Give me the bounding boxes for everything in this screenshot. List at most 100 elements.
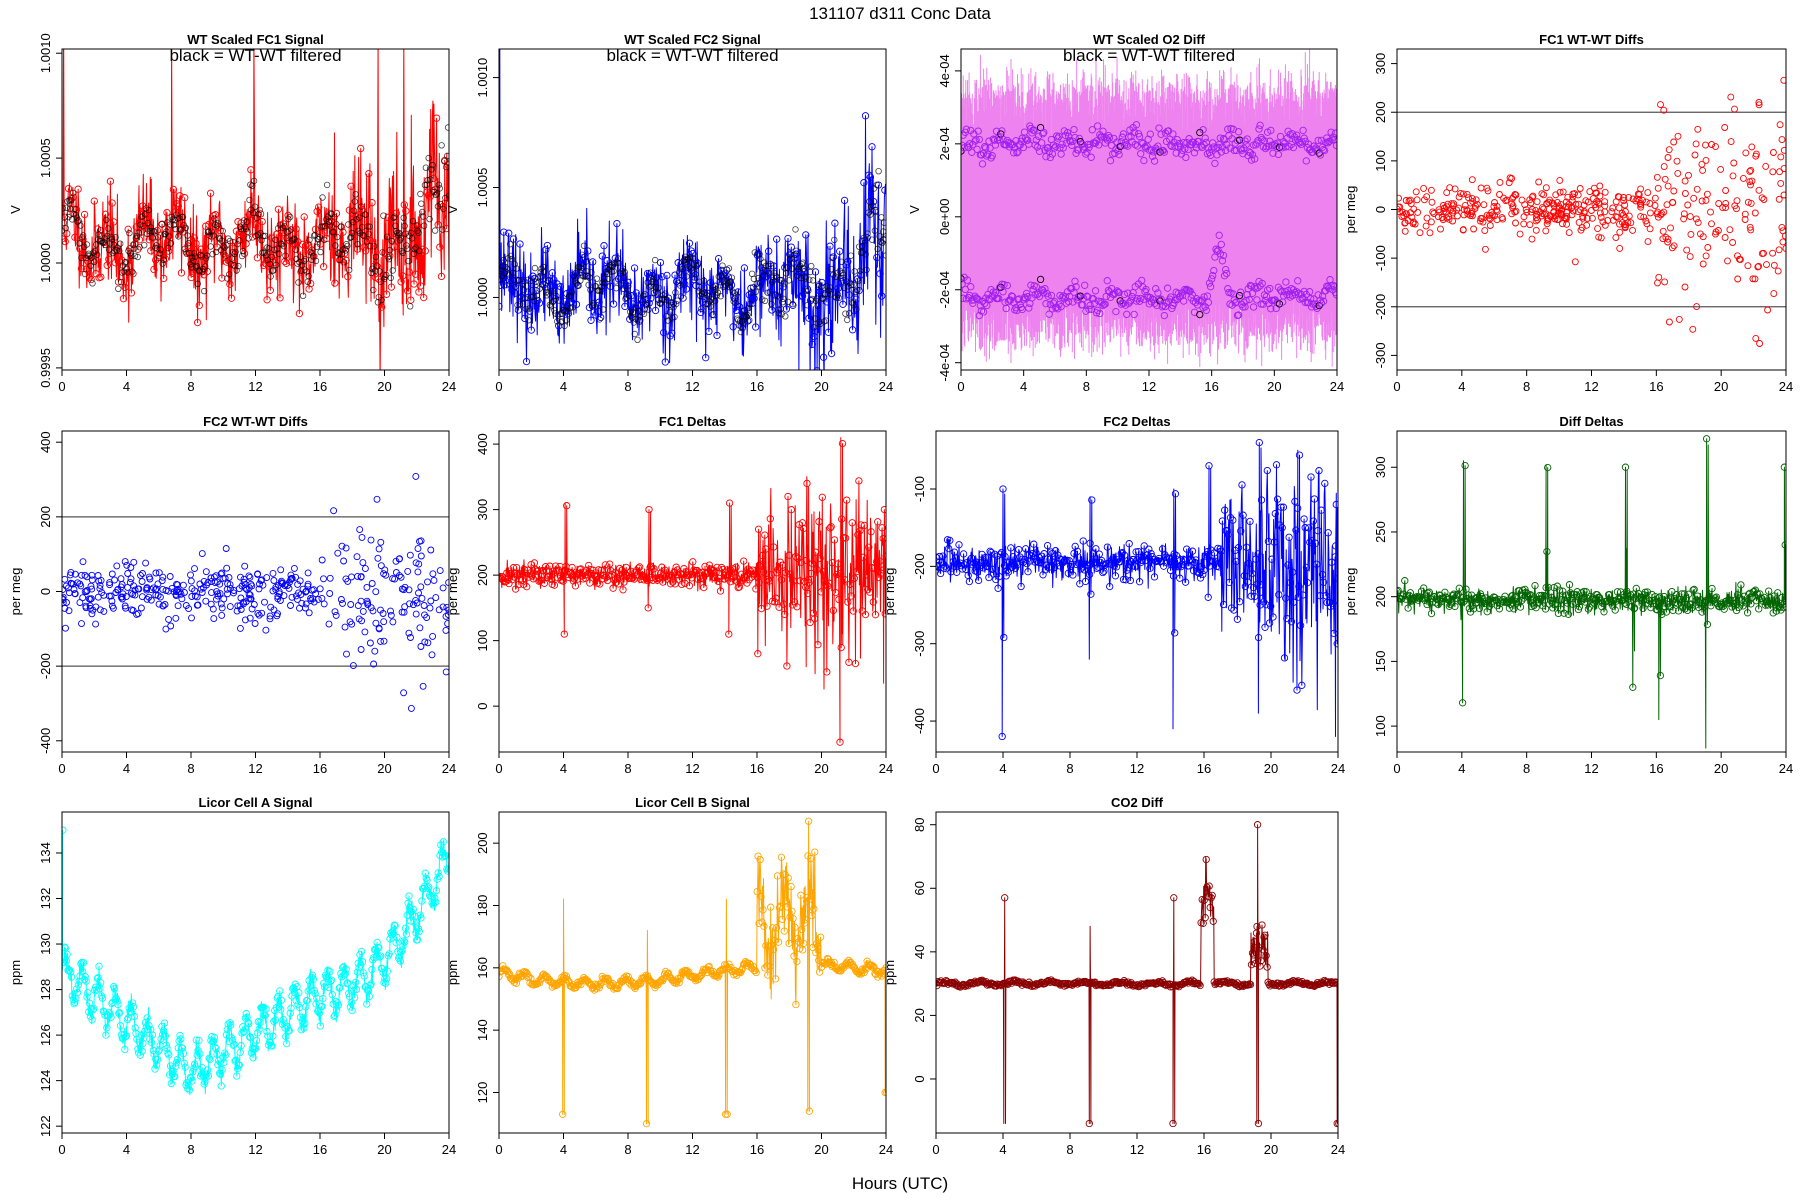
fc1-wt-wt-diffs-point [1449, 217, 1457, 225]
wt-scaled-fc2-signal-filtered-point [713, 292, 721, 299]
wt-scaled-fc2-signal-filtered-point [636, 313, 643, 321]
wt-scaled-fc1-signal-point [256, 210, 265, 218]
licor-cell-a-signal-point [202, 1070, 211, 1078]
fc1-deltas-point [612, 578, 621, 586]
fc2-deltas-point [1254, 550, 1262, 558]
licor-cell-a-signal-point [209, 1038, 217, 1046]
wt-scaled-fc2-signal-filtered-point [652, 283, 660, 291]
wt-scaled-fc1-signal-filtered-point [209, 250, 216, 258]
wt-scaled-o2-diff-point [1035, 147, 1044, 155]
fc1-deltas-point [518, 576, 526, 584]
fc2-deltas-point [1083, 561, 1091, 569]
fc2-deltas-point [1296, 621, 1305, 630]
licor-cell-a-signal-point [413, 936, 422, 944]
licor-cell-a-signal-point [97, 979, 105, 987]
wt-scaled-o2-diff-point [1252, 141, 1260, 149]
fc1-deltas-point [705, 561, 714, 569]
fc1-deltas-point [849, 607, 857, 615]
wt-scaled-fc1-signal-filtered-point [133, 232, 140, 240]
wt-scaled-fc2-signal-point [606, 282, 615, 291]
wt-scaled-o2-diff-point [1054, 134, 1062, 142]
wt-scaled-fc1-signal-filtered-point [153, 245, 161, 252]
wt-scaled-o2-diff-point [1137, 150, 1145, 158]
fc2-wt-wt-diffs-point [200, 577, 208, 585]
wt-scaled-o2-diff-point [1298, 138, 1306, 146]
wt-scaled-fc1-signal-point [168, 29, 174, 35]
wt-scaled-fc2-signal-filtered-point [719, 262, 726, 269]
wt-scaled-fc2-signal-filtered-point [543, 292, 551, 299]
fc2-deltas-point [1211, 557, 1220, 565]
wt-scaled-o2-diff-point [1047, 291, 1056, 300]
licor-cell-b-signal-plot-area [499, 817, 886, 1128]
wt-scaled-o2-diff-point [975, 311, 983, 320]
fc2-wt-wt-diffs-point [377, 538, 385, 546]
fc2-wt-wt-diffs-point [237, 573, 244, 581]
fc1-deltas-point [619, 586, 627, 594]
wt-scaled-fc2-signal-point [769, 262, 778, 270]
fc2-wt-wt-diffs-point [241, 616, 249, 624]
fc2-deltas-point [1300, 515, 1308, 523]
wt-scaled-fc1-signal-filtered-point [156, 250, 164, 257]
wt-scaled-o2-diff-point [1316, 151, 1324, 159]
wt-scaled-fc1-signal-filtered-point [250, 177, 258, 185]
wt-scaled-fc2-signal-point [589, 258, 597, 266]
wt-scaled-fc1-signal-point [347, 182, 355, 190]
fc2-deltas-point [1253, 580, 1261, 588]
wt-scaled-fc1-signal-filtered-point [408, 235, 416, 242]
wt-scaled-fc1-signal-point [127, 289, 136, 297]
wt-scaled-fc2-signal-filtered-point [651, 256, 659, 264]
fc1-wt-wt-diffs-point [1584, 198, 1592, 206]
wt-scaled-o2-diff-point [981, 299, 989, 308]
wt-scaled-fc1-signal-filtered-point [210, 232, 217, 239]
wt-scaled-fc2-signal-filtered-point [791, 251, 798, 258]
licor-cell-a-signal-point [76, 972, 84, 980]
fc2-wt-wt-diffs-point [337, 596, 345, 603]
wt-scaled-fc1-signal-filtered-point [285, 215, 292, 223]
fc2-deltas-point [1173, 556, 1182, 564]
wt-scaled-o2-diff-point [1257, 300, 1265, 308]
wt-scaled-fc1-signal-point [390, 243, 399, 251]
fc1-wt-wt-diffs-point [1748, 143, 1756, 151]
fc1-wt-wt-diffs-point [1760, 196, 1768, 203]
fc1-deltas-point [596, 580, 604, 588]
wt-scaled-fc1-signal-filtered-point [134, 253, 141, 261]
wt-scaled-fc2-signal-filtered-point [806, 276, 813, 283]
diff-deltas-x-tick-label: 24 [1779, 761, 1793, 776]
fc2-deltas-point [1247, 592, 1255, 600]
fc2-deltas-x-tick-label: 12 [1130, 761, 1144, 776]
wt-scaled-o2-diff-point [963, 142, 972, 150]
fc1-wt-wt-diffs-point [1755, 101, 1763, 109]
wt-scaled-o2-diff-point [1223, 269, 1231, 278]
fc1-wt-wt-diffs-point [1692, 140, 1700, 148]
wt-scaled-fc2-signal-filtered-point [785, 277, 793, 284]
fc2-deltas-x-tick-label: 20 [1264, 761, 1278, 776]
wt-scaled-fc1-signal-filtered-point [266, 260, 273, 268]
wt-scaled-fc2-signal-filtered-point [711, 297, 719, 305]
wt-scaled-o2-diff-point [1258, 135, 1266, 144]
wt-scaled-fc1-signal-point [420, 293, 428, 302]
licor-cell-a-signal-point [283, 1039, 291, 1048]
wt-scaled-o2-diff-point [1242, 141, 1250, 149]
wt-scaled-fc1-signal-point [361, 247, 370, 255]
fc1-deltas-point [759, 568, 768, 576]
fc1-wt-wt-diffs-point [1455, 193, 1463, 201]
wt-scaled-fc2-signal-filtered-point [768, 300, 775, 308]
wt-scaled-fc1-signal-filtered-point [146, 227, 153, 235]
wt-scaled-fc2-signal-filtered-point [504, 265, 511, 272]
wt-scaled-fc2-signal-filtered-point [874, 245, 881, 253]
wt-scaled-fc1-signal-point [382, 290, 391, 298]
fc1-deltas-point [848, 519, 856, 527]
fc1-wt-wt-diffs-x-tick-label: 16 [1649, 379, 1663, 394]
fc2-deltas-point [1298, 681, 1306, 689]
fc2-wt-wt-diffs-point [248, 605, 256, 613]
wt-scaled-fc1-signal-filtered-point [292, 246, 299, 253]
wt-scaled-fc1-signal-filtered-point [319, 194, 326, 201]
fc1-wt-wt-diffs-point [1542, 227, 1550, 235]
fc1-deltas-point [844, 598, 852, 606]
fc2-wt-wt-diffs-point [108, 570, 116, 578]
fc2-deltas-point [1068, 560, 1076, 569]
wt-scaled-fc2-signal-filtered-point [535, 279, 542, 286]
fc2-wt-wt-diffs-y-tick-label: 200 [38, 506, 53, 528]
diff-deltas-point [1664, 594, 1673, 603]
fc1-deltas-point [766, 515, 774, 523]
